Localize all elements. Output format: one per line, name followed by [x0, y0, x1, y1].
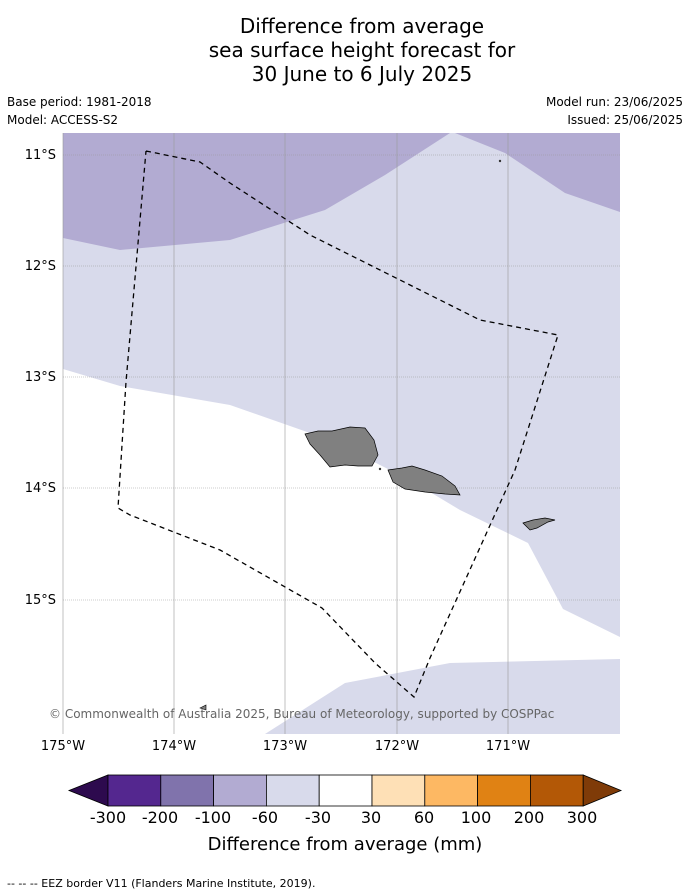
colorbar-segment — [265, 774, 320, 807]
longitude-label: 173°W — [262, 739, 308, 754]
colorbar-segment — [213, 774, 267, 807]
latitude-label: 13°S — [24, 370, 56, 385]
colorbar-segment — [318, 774, 373, 807]
latitude-label: 12°S — [24, 259, 56, 274]
colorbar-segment — [424, 774, 478, 807]
colorbar-segment — [530, 774, 584, 807]
latitude-label: 14°S — [24, 481, 56, 496]
longitude-label: 174°W — [151, 739, 197, 754]
longitude-label: 172°W — [374, 739, 420, 754]
latitude-label: 11°S — [24, 148, 56, 163]
colorbar-tick-label: 200 — [513, 808, 545, 827]
colorbar-segment — [477, 774, 531, 807]
anomaly-region-light — [63, 133, 620, 637]
colorbar-tick-label: -300 — [89, 808, 127, 827]
anomaly-region-light-south — [265, 659, 620, 734]
colorbar-segment — [107, 774, 162, 807]
latitude-label: 15°S — [24, 593, 56, 608]
small-islet-north — [498, 159, 502, 163]
colorbar — [67, 774, 623, 807]
colorbar-title: Difference from average (mm) — [207, 834, 483, 855]
copyright-notice: © Commonwealth of Australia 2025, Bureau… — [49, 707, 555, 721]
longitude-label: 175°W — [40, 739, 86, 754]
anomaly-region-medium-northeast — [455, 133, 620, 212]
colorbar-tick-label: -60 — [251, 808, 279, 827]
title-line-1: Difference from average — [239, 14, 485, 38]
grid-lines — [62, 133, 620, 734]
eez-border — [117, 150, 559, 699]
colorbar-tick-label: 60 — [413, 808, 435, 827]
anomaly-region-medium-north — [63, 133, 450, 250]
colorbar-tick-label: -30 — [304, 808, 332, 827]
manono-islet — [378, 467, 382, 471]
upolu-island — [387, 465, 461, 496]
colorbar-segment — [160, 774, 215, 807]
map-title: Difference from average sea surface heig… — [0, 14, 690, 86]
issued-date: Issued: 25/06/2025 — [567, 113, 683, 127]
tutuila-island — [522, 517, 556, 531]
colorbar-tick-label: 300 — [566, 808, 598, 827]
title-line-2: sea surface height forecast for — [208, 38, 516, 62]
base-period: Base period: 1981-2018 — [7, 95, 152, 109]
colorbar-tick-label: -200 — [141, 808, 179, 827]
longitude-label: 171°W — [485, 739, 531, 754]
title-line-3: 30 June to 6 July 2025 — [251, 62, 473, 86]
colorbar-tick-label: -100 — [194, 808, 232, 827]
model-name: Model: ACCESS-S2 — [7, 113, 119, 127]
colorbar-tick-label: 30 — [360, 808, 382, 827]
colorbar-tick-label: 100 — [460, 808, 492, 827]
colorbar-extend-low — [67, 774, 109, 807]
eez-legend-note: -- -- -- EEZ border V11 (Flanders Marine… — [7, 877, 316, 890]
colorbar-segment — [371, 774, 426, 807]
model-run: Model run: 23/06/2025 — [545, 95, 683, 109]
niuafoou-island — [199, 704, 207, 711]
colorbar-extend-high — [582, 774, 623, 807]
savaii-island — [304, 426, 379, 468]
